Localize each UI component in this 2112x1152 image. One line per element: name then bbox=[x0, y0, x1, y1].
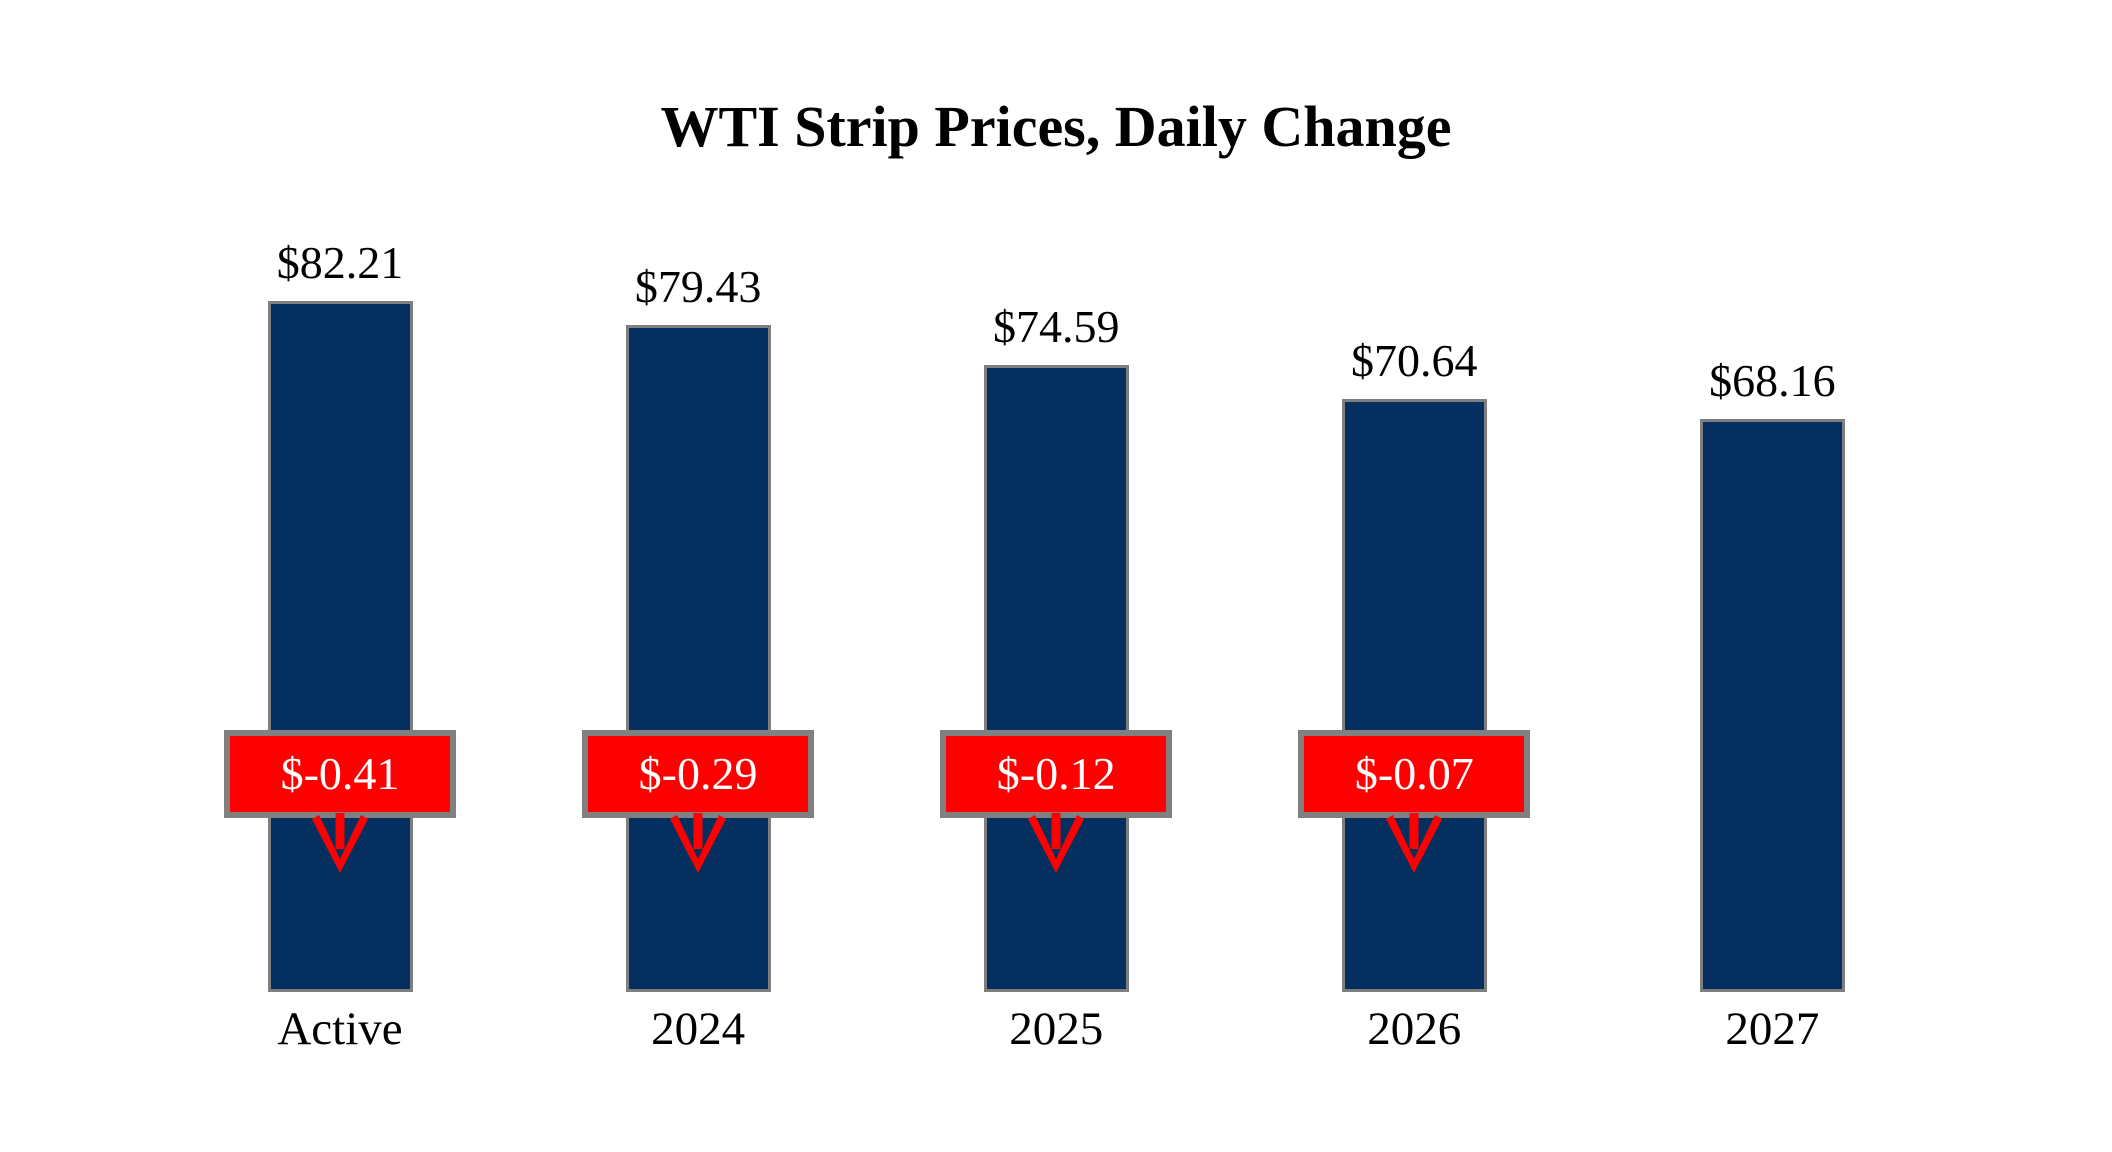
down-arrow-icon bbox=[1028, 813, 1085, 873]
bar-2025 bbox=[983, 365, 1129, 992]
bar-value-label: $68.16 bbox=[1709, 355, 1836, 407]
daily-change-badge: $-0.07 bbox=[1298, 730, 1531, 818]
daily-change-badge: $-0.29 bbox=[582, 730, 815, 818]
bar-2026 bbox=[1341, 398, 1487, 992]
bar-2024 bbox=[625, 324, 771, 992]
down-arrow-icon bbox=[670, 813, 727, 873]
category-label-2025: 2025 bbox=[1009, 1003, 1104, 1055]
down-arrow-icon bbox=[1386, 813, 1443, 873]
category-label-2027: 2027 bbox=[1725, 1003, 1820, 1055]
bar-value-label: $70.64 bbox=[1351, 334, 1478, 386]
category-label-active: Active bbox=[277, 1003, 403, 1055]
category-label-2026: 2026 bbox=[1367, 1003, 1462, 1055]
daily-change-badge: $-0.41 bbox=[224, 730, 456, 818]
bar-2027 bbox=[1699, 419, 1845, 992]
bar-value-label: $82.21 bbox=[276, 237, 404, 289]
daily-change-badge: $-0.12 bbox=[940, 730, 1173, 818]
down-arrow-icon bbox=[312, 813, 368, 873]
category-label-2024: 2024 bbox=[651, 1003, 746, 1055]
bar-value-label: $74.59 bbox=[992, 301, 1120, 353]
bar-active bbox=[267, 301, 413, 992]
bar-value-label: $79.43 bbox=[634, 260, 762, 312]
chart-title: WTI Strip Prices, Daily Change bbox=[660, 94, 1452, 159]
